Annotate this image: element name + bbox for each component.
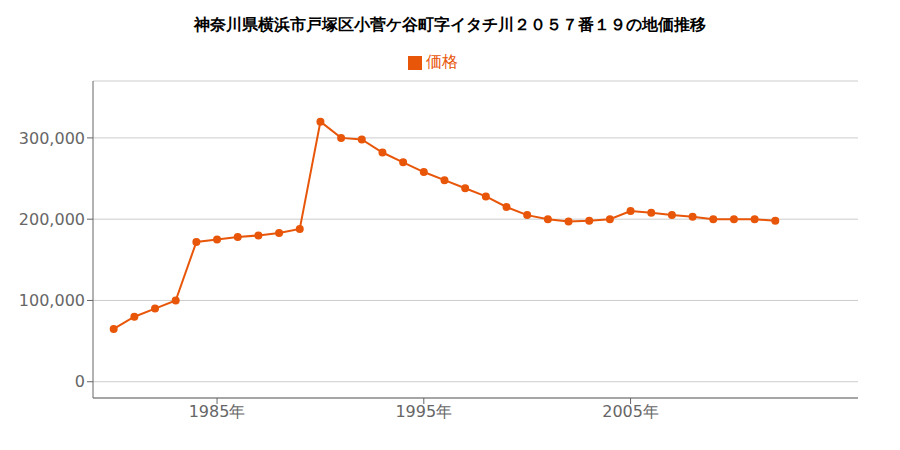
svg-text:0: 0 [75, 372, 85, 391]
html-text:神奈川県横浜市戸塚区小菅ケ谷町字イタチ川２０５７番１９の地価: 神奈川県横浜市戸塚区小菅ケ谷町字イタチ川２０５７番１９の地価推移 [194, 15, 706, 34]
svg-text:1995年: 1995年 [395, 402, 452, 421]
svg-text:1985年: 1985年 [189, 402, 246, 421]
svg-text:300,000: 300,000 [19, 129, 85, 148]
svg-text:2005年: 2005年 [602, 402, 659, 421]
svg-text:100,000: 100,000 [19, 291, 85, 310]
html-text:価格: 価格 [426, 52, 458, 71]
svg-text:200,000: 200,000 [19, 210, 85, 229]
